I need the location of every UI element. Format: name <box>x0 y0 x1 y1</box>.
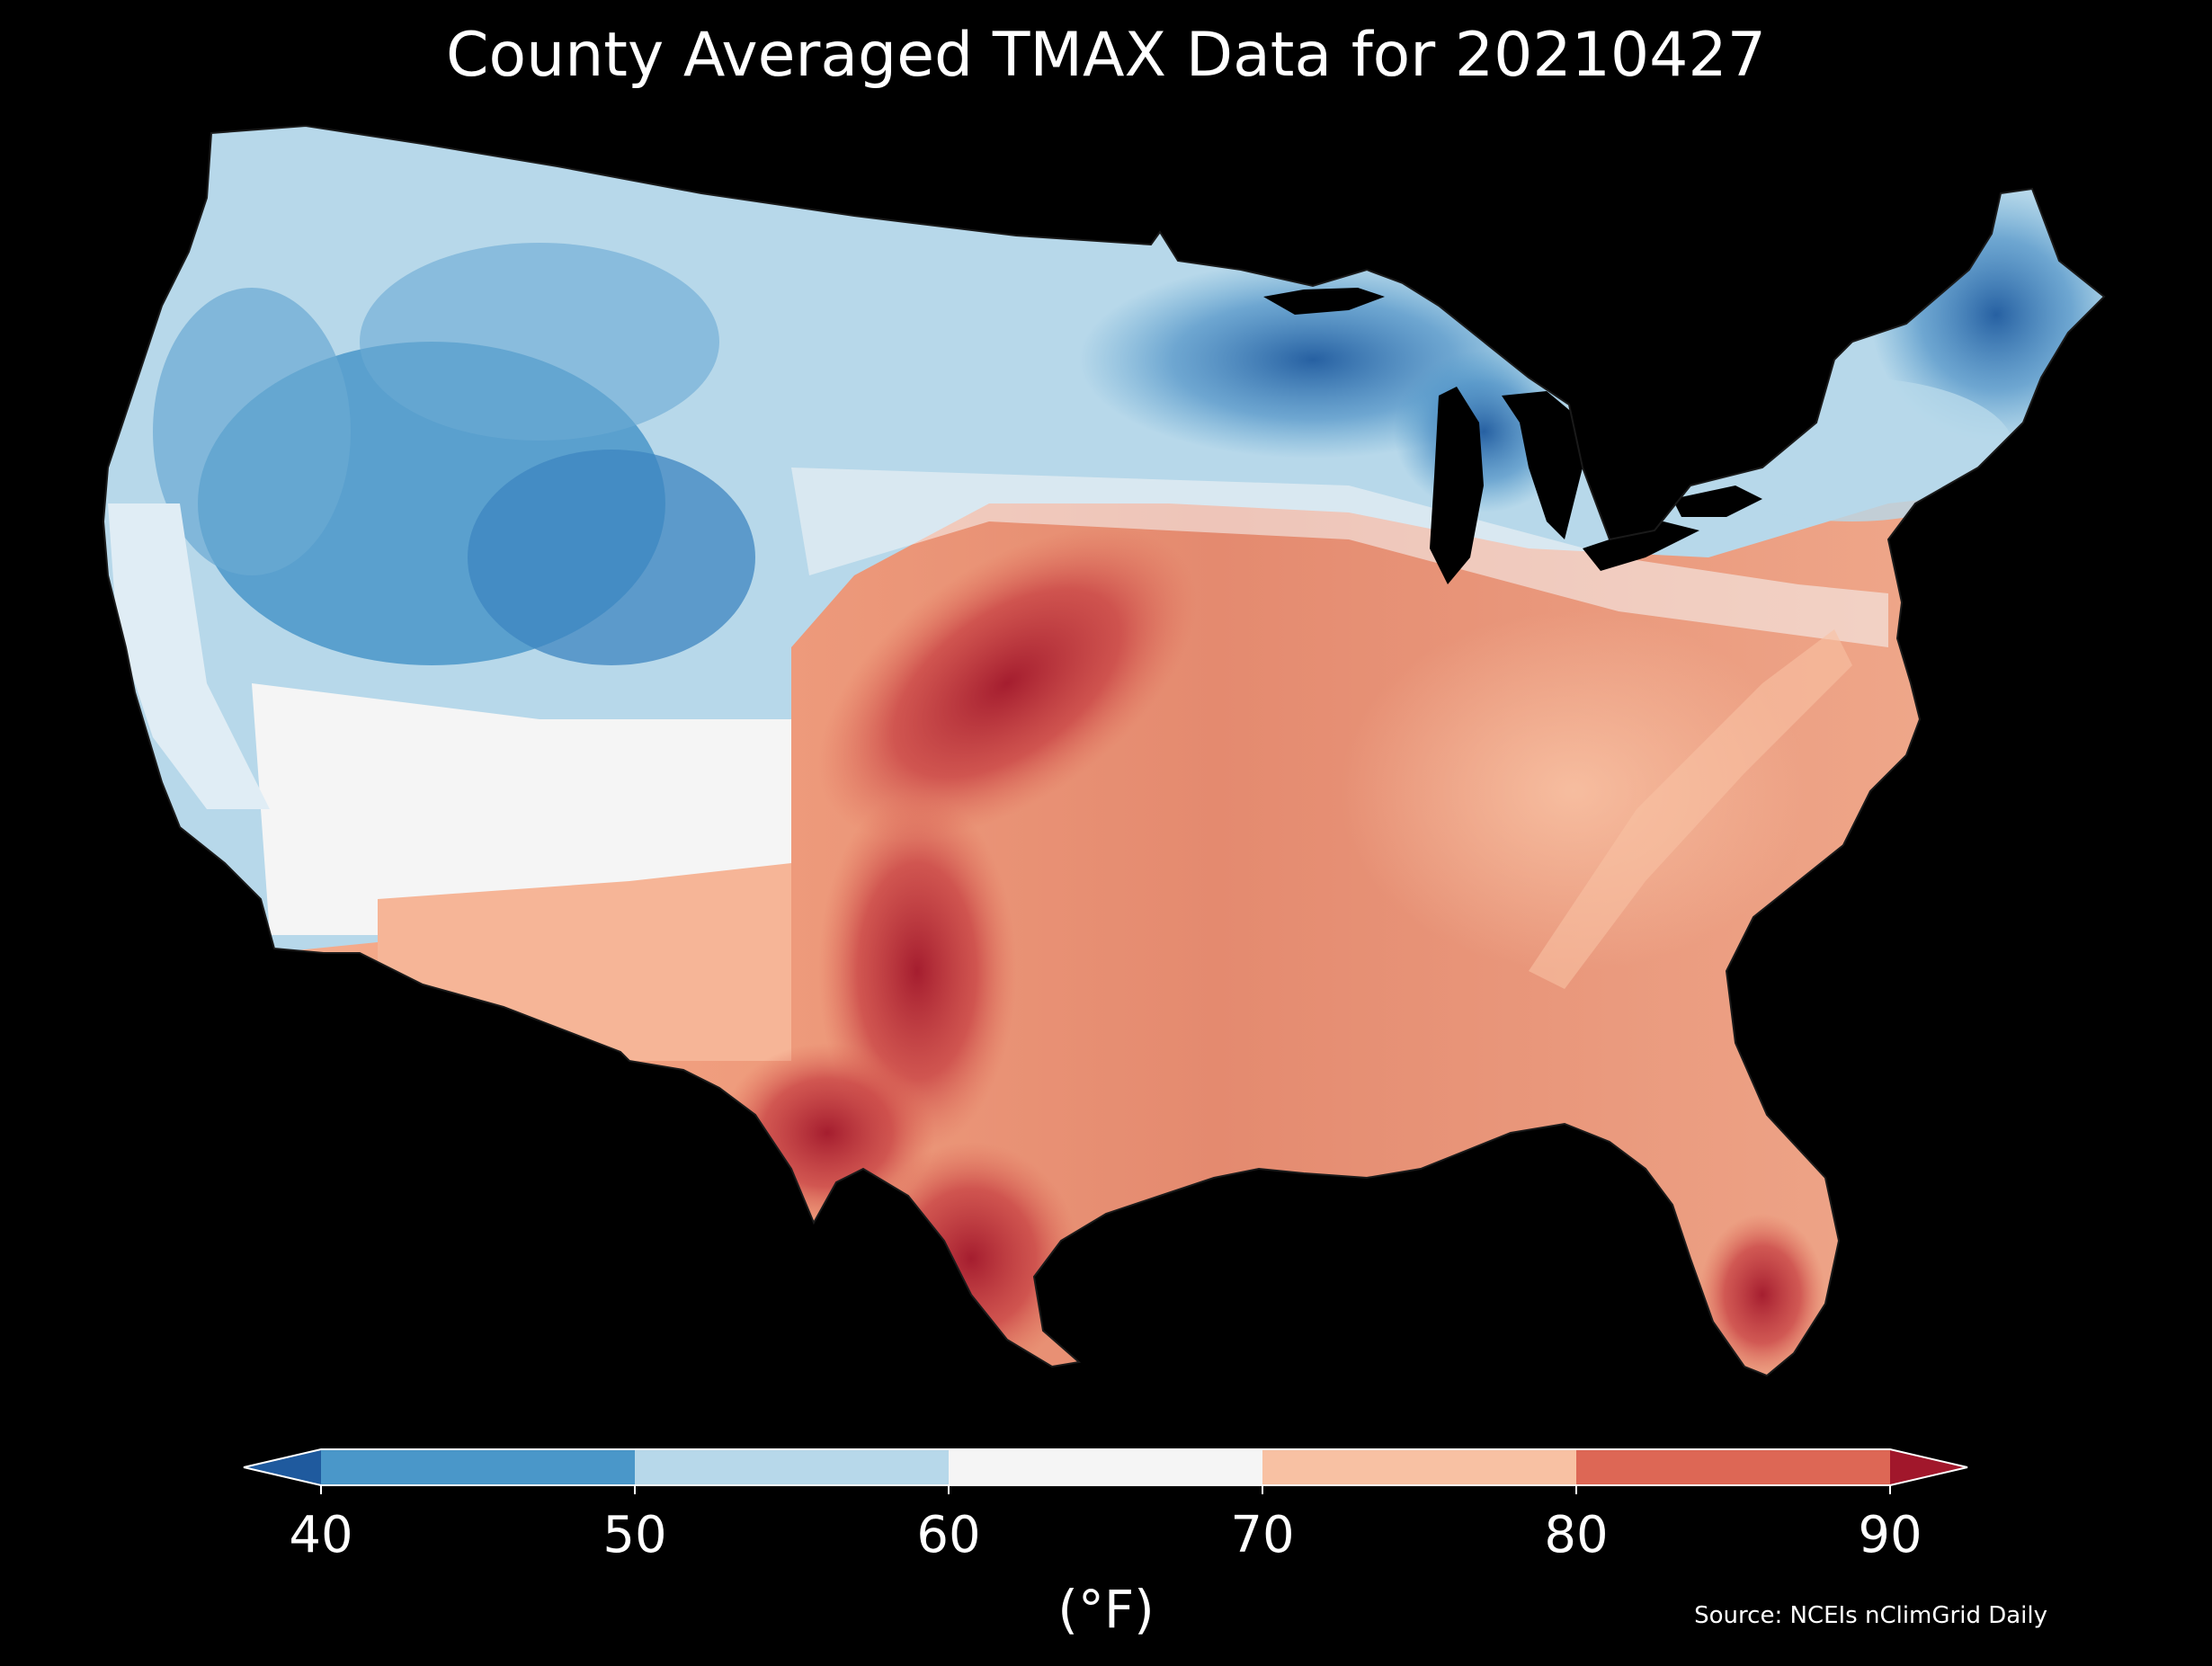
colorbar-tick-label: 70 <box>1230 1506 1295 1564</box>
colorbar-tick-label: 40 <box>289 1506 353 1564</box>
great-lakes <box>1263 288 1762 584</box>
colorbar-tick-label: 80 <box>1544 1506 1609 1564</box>
colorbar-tick-label: 50 <box>602 1506 667 1564</box>
source-credit: Source: NCEIs nClimGrid Daily <box>1694 1602 2047 1629</box>
colorbar-tick-label: 60 <box>916 1506 981 1564</box>
colorbar-unit-label: (°F) <box>1057 1579 1155 1640</box>
colorbar-tick-label: 90 <box>1858 1506 1922 1564</box>
map-title: County Averaged TMAX Data for 20210427 <box>446 20 1766 91</box>
